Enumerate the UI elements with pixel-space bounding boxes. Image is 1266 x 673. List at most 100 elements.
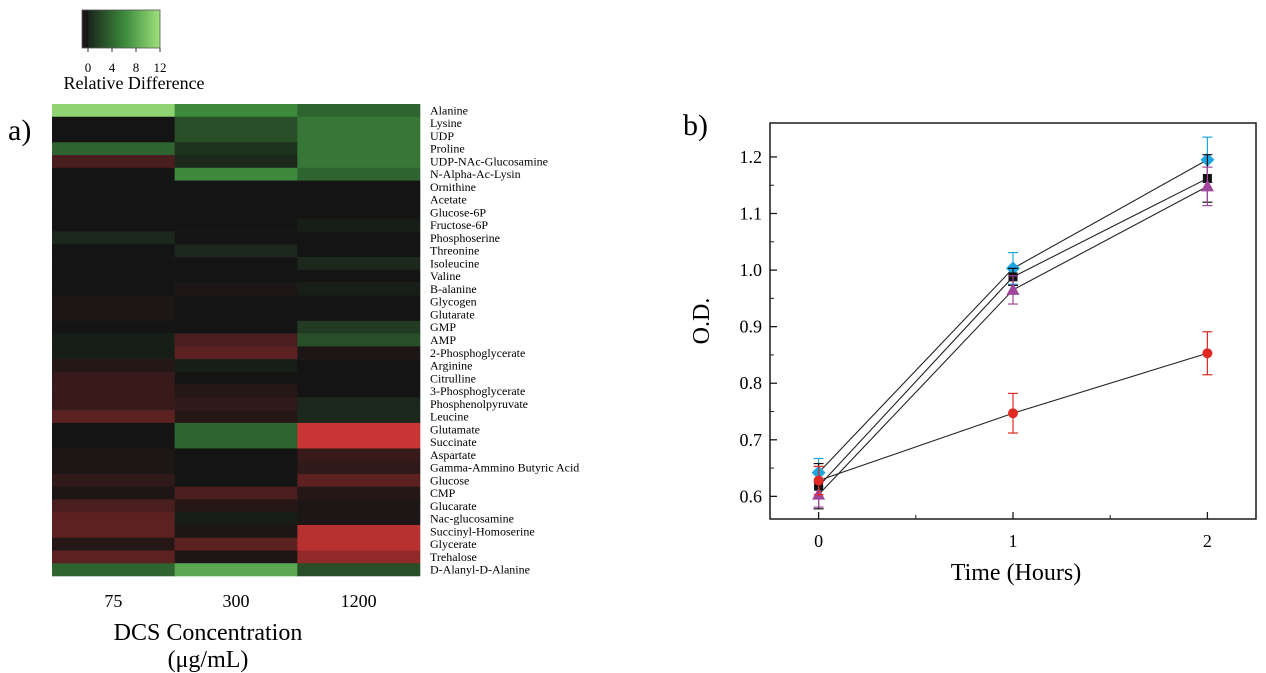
heatmap-cell	[52, 244, 175, 258]
y-tick-label: 0.9	[740, 317, 763, 337]
heatmap-cell	[52, 371, 175, 385]
series-line	[818, 177, 1208, 487]
data-point-triangle	[1006, 282, 1020, 295]
heatmap-row-label: Glucose	[430, 473, 469, 487]
heatmap-row-label: Phosphoserine	[430, 231, 500, 245]
heatmap-x-unit: (μg/mL)	[168, 647, 249, 673]
panel-a-label: a)	[8, 114, 31, 147]
heatmap-cell	[52, 410, 175, 424]
heatmap-cell	[297, 129, 421, 143]
heatmap-row-label: CMP	[430, 486, 456, 500]
data-point-circle	[1008, 408, 1018, 419]
heatmap-cells	[52, 104, 421, 577]
heatmap-cell	[297, 167, 421, 181]
heatmap-cell	[297, 359, 421, 373]
heatmap-cell	[52, 206, 175, 220]
heatmap-row-label: Glycerate	[430, 537, 477, 551]
line-chart-series	[811, 136, 1215, 510]
heatmap-cell	[174, 155, 298, 169]
heatmap-cell	[52, 550, 175, 564]
heatmap-row-label: Glutamate	[430, 422, 480, 436]
heatmap-cell	[174, 563, 298, 577]
heatmap-row-label: Glucarate	[430, 499, 477, 513]
x-tick-label: 0	[814, 531, 823, 551]
heatmap-cell	[174, 295, 298, 309]
heatmap-cell	[297, 473, 421, 488]
heatmap-x-title: DCS Concentration	[114, 620, 303, 646]
heatmap-cell	[297, 346, 421, 360]
heatmap-cell	[174, 397, 298, 411]
heatmap-cell	[52, 499, 175, 513]
heatmap-cell	[52, 142, 175, 156]
legend-title: Relative Difference	[63, 73, 204, 93]
heatmap-cell	[174, 333, 298, 347]
heatmap-cell	[174, 218, 298, 232]
heatmap-cell	[52, 282, 175, 296]
heatmap-row-label: GMP	[430, 320, 456, 334]
heatmap-cell	[174, 512, 298, 526]
heatmap-cell	[297, 104, 421, 118]
heatmap-cell	[174, 461, 298, 475]
y-tick-label: 1.2	[740, 147, 763, 167]
heatmap-row-label: 3-Phosphoglycerate	[430, 384, 525, 398]
heatmap-cell	[297, 422, 421, 436]
heatmap-cell	[174, 193, 298, 207]
heatmap-row-label: N-Alpha-Ac-Lysin	[430, 167, 521, 181]
heatmap-cell	[52, 104, 175, 118]
heatmap-cell	[297, 512, 421, 526]
heatmap-cell	[52, 422, 175, 436]
heatmap-row-label: Leucine	[430, 410, 469, 424]
heatmap-cell	[174, 167, 298, 181]
heatmap-cell	[297, 384, 421, 398]
heatmap-row-label: Glycogen	[430, 295, 477, 309]
heatmap-row-label: D-Alanyl-D-Alanine	[430, 563, 530, 577]
legend-tick-label: 4	[109, 60, 116, 75]
heatmap-row-label: Isoleucine	[430, 256, 479, 270]
heatmap-row-label: Arginine	[430, 359, 472, 373]
heatmap-cell	[174, 282, 298, 296]
heatmap-cell	[174, 486, 298, 500]
heatmap-cell	[174, 206, 298, 220]
heatmap-row-label: Citrulline	[430, 371, 476, 385]
y-tick-label: 1.0	[740, 260, 763, 280]
heatmap-cell	[174, 359, 298, 373]
heatmap-cell	[297, 537, 421, 551]
heatmap-column-labels: 75 300 1200	[104, 591, 376, 611]
heatmap-row-label: UDP	[430, 129, 454, 143]
heatmap-cell	[52, 180, 175, 194]
data-point-triangle	[1200, 179, 1214, 192]
heatmap-cell	[297, 142, 421, 156]
heatmap-cell	[52, 384, 175, 398]
line-chart-panel: b) 0.6 0.7 0.8 0.9 1.0 1.1 1.2 0 1 2 Time (Hours)…	[683, 109, 1257, 586]
heatmap-cell	[52, 269, 175, 283]
heatmap-cell	[297, 461, 421, 475]
heatmap-cell	[297, 193, 421, 207]
heatmap-cell	[52, 295, 175, 309]
heatmap-cell	[52, 257, 175, 271]
x-tick-label: 2	[1203, 531, 1212, 551]
heatmap-cell	[297, 448, 421, 462]
heatmap-column-label: 300	[223, 591, 250, 611]
heatmap-row-label: Trehalose	[430, 550, 477, 564]
heatmap-cell	[297, 155, 421, 169]
heatmap-cell	[174, 499, 298, 513]
heatmap-cell	[174, 231, 298, 245]
line-y-title: O.D.	[689, 298, 715, 345]
heatmap-row-label: Valine	[430, 269, 461, 283]
heatmap-cell	[297, 116, 421, 130]
heatmap-row-label: 2-Phosphoglycerate	[430, 346, 525, 360]
heatmap-row-label: B-alanine	[430, 282, 477, 296]
heatmap-cell	[52, 155, 175, 169]
heatmap-cell	[174, 269, 298, 283]
heatmap-cell	[174, 308, 298, 322]
series-line	[818, 185, 1208, 496]
heatmap-row-label: Acetate	[430, 193, 467, 207]
heatmap-cell	[297, 295, 421, 309]
y-tick-label: 0.7	[740, 430, 763, 450]
heatmap-cell	[297, 499, 421, 513]
x-tick-label: 1	[1009, 531, 1018, 551]
data-point-circle	[1202, 348, 1213, 359]
